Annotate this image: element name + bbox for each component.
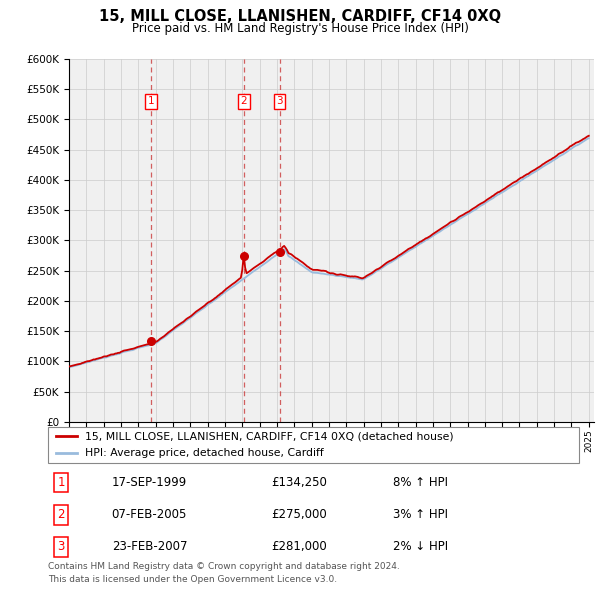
Text: Contains HM Land Registry data © Crown copyright and database right 2024.: Contains HM Land Registry data © Crown c… — [48, 562, 400, 571]
Text: This data is licensed under the Open Government Licence v3.0.: This data is licensed under the Open Gov… — [48, 575, 337, 584]
Text: 07-FEB-2005: 07-FEB-2005 — [112, 508, 187, 522]
Text: £134,250: £134,250 — [271, 476, 327, 489]
Text: 2: 2 — [241, 96, 247, 106]
Text: 1: 1 — [58, 476, 65, 489]
Text: 2: 2 — [58, 508, 65, 522]
Text: Price paid vs. HM Land Registry's House Price Index (HPI): Price paid vs. HM Land Registry's House … — [131, 22, 469, 35]
Text: 8% ↑ HPI: 8% ↑ HPI — [393, 476, 448, 489]
Text: HPI: Average price, detached house, Cardiff: HPI: Average price, detached house, Card… — [85, 448, 324, 458]
Text: 23-FEB-2007: 23-FEB-2007 — [112, 540, 187, 553]
Text: 17-SEP-1999: 17-SEP-1999 — [112, 476, 187, 489]
Text: 3: 3 — [58, 540, 65, 553]
Text: 15, MILL CLOSE, LLANISHEN, CARDIFF, CF14 0XQ: 15, MILL CLOSE, LLANISHEN, CARDIFF, CF14… — [99, 9, 501, 24]
Text: £275,000: £275,000 — [271, 508, 327, 522]
Text: 15, MILL CLOSE, LLANISHEN, CARDIFF, CF14 0XQ (detached house): 15, MILL CLOSE, LLANISHEN, CARDIFF, CF14… — [85, 431, 454, 441]
Text: 1: 1 — [148, 96, 154, 106]
Text: 2% ↓ HPI: 2% ↓ HPI — [393, 540, 448, 553]
Text: 3: 3 — [276, 96, 283, 106]
Text: £281,000: £281,000 — [271, 540, 327, 553]
Text: 3% ↑ HPI: 3% ↑ HPI — [393, 508, 448, 522]
